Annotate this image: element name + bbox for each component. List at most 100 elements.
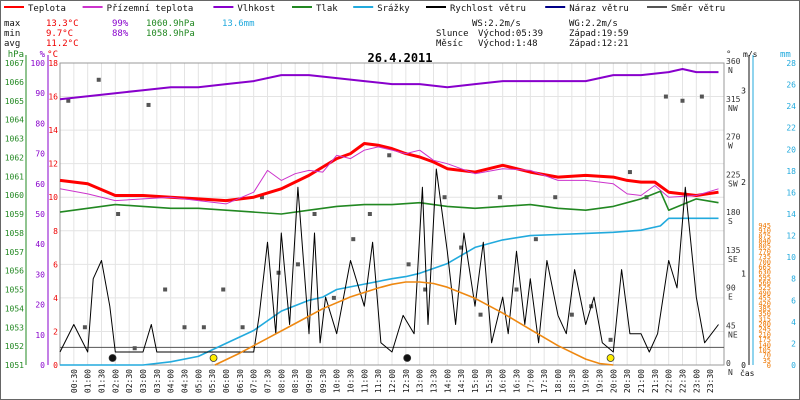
chart-title: 26.4.2011 <box>367 51 432 65</box>
wm2-tick: 805 <box>758 243 771 251</box>
wm2-tick: 315 <box>758 315 771 323</box>
mm-tick: 20 <box>786 145 796 154</box>
legend-label: Směr větru <box>671 4 725 14</box>
wind-direction-point <box>132 346 137 351</box>
pct-axis-tick: 70 <box>35 150 45 159</box>
wm2-tick: 245 <box>758 326 771 334</box>
x-tick: 04:30 <box>181 369 190 393</box>
x-tick: 04:00 <box>167 369 176 393</box>
pct-axis-tick: 50 <box>35 210 45 219</box>
x-tick: 12:00 <box>388 369 397 393</box>
moon-label: Měsíc <box>436 39 463 49</box>
wm2-tick: 910 <box>758 227 771 235</box>
mm-tick: 24 <box>786 102 796 111</box>
wind-direction-point <box>367 212 372 216</box>
ms-tick: 2 <box>741 178 746 187</box>
wm2-tick: 420 <box>758 300 771 308</box>
wm2-tick: 210 <box>758 331 771 339</box>
stat-hum: 88% <box>112 29 129 39</box>
moonset-text: Západ:12:21 <box>569 39 629 49</box>
legend-label: Rychlost větru <box>450 4 526 14</box>
dir-title: ° <box>726 50 731 60</box>
series-sr-ky <box>60 217 719 366</box>
wm2-tick: 735 <box>758 253 771 261</box>
x-tick: 09:30 <box>319 369 328 393</box>
mm-tick: 8 <box>791 275 796 284</box>
hpa-axis-tick: 1066 <box>5 78 24 87</box>
moonrise-text: Východ:1:48 <box>478 39 538 49</box>
series-rychlost-v-tru <box>59 168 719 353</box>
x-tick: 22:00 <box>665 369 674 393</box>
wind-direction-point <box>66 98 71 103</box>
pct-axis-tick: 20 <box>35 301 45 310</box>
dir-tick: 180 <box>726 208 741 217</box>
x-tick: 03:00 <box>139 369 148 393</box>
wind-direction-point <box>459 245 464 250</box>
x-tick: 05:30 <box>208 369 217 393</box>
pct-axis-tick: 40 <box>35 240 45 249</box>
x-tick: 15:00 <box>471 369 480 393</box>
mm-tick: 26 <box>786 81 796 90</box>
x-tick: 12:30 <box>402 369 411 393</box>
x-tick: 23:30 <box>706 369 715 393</box>
series-vlhkost <box>59 68 719 101</box>
legend-label: Tlak <box>316 4 338 14</box>
dir-tick: 360 <box>726 57 741 66</box>
ms-tick: 0 <box>741 361 746 370</box>
x-tick: 01:30 <box>98 369 107 393</box>
wind-speed-text: WS:2.2m/s <box>472 19 521 29</box>
wm2-tick: 490 <box>758 289 771 297</box>
series-p-zemn-teplota <box>59 146 719 205</box>
wm2-tick: 105 <box>758 346 771 354</box>
hpa-axis-tick: 1051 <box>5 361 24 370</box>
x-tick: 11:00 <box>360 369 369 393</box>
wm2-tick: 280 <box>758 321 771 329</box>
x-tick: 21:30 <box>651 369 660 393</box>
wind-direction-point <box>663 94 668 99</box>
x-tick: 16:00 <box>499 369 508 393</box>
dir-label: W <box>728 142 733 151</box>
stat-label: max <box>4 19 21 29</box>
legend: Teplota Přízemní teplota Vlhkost Tlak Srážky… <box>4 4 725 14</box>
wind-direction-point <box>627 170 632 175</box>
mm-tick: 16 <box>786 188 796 197</box>
hpa-axis-tick: 1055 <box>5 286 24 295</box>
wind-direction-point <box>680 98 685 103</box>
dir-label: NW <box>728 104 738 113</box>
dir-tick: 90 <box>726 284 736 293</box>
dir-label: N <box>728 66 733 75</box>
degc-axis-tick: 2 <box>53 327 58 336</box>
wm2-tick: 945 <box>758 222 771 230</box>
x-tick: 03:30 <box>153 369 162 393</box>
degc-axis-tick: 8 <box>53 227 58 236</box>
sun-label: Slunce <box>436 29 469 39</box>
wind-direction-point <box>221 287 226 292</box>
hpa-axis-tick: 1064 <box>5 116 24 125</box>
x-tick: 01:00 <box>84 369 93 393</box>
axes: 1051105210531054105510561057105810591060… <box>5 50 796 393</box>
wm2-tick: 35 <box>763 357 771 365</box>
legend-label: Náraz větru <box>569 4 629 14</box>
wind-direction-point <box>423 287 428 292</box>
legend-label: Teplota <box>28 4 66 14</box>
mm-tick: 28 <box>786 59 796 68</box>
stat-rain: 13.6mm <box>222 19 255 29</box>
wind-direction-point <box>497 195 502 200</box>
legend-label: Přízemní teplota <box>107 4 194 14</box>
mm-tick: 14 <box>786 210 796 219</box>
wind-direction-point <box>146 102 151 107</box>
hpa-axis-title: hPa <box>8 50 24 60</box>
wind-direction-point <box>351 237 356 242</box>
pct-axis-tick: 90 <box>35 89 45 98</box>
mm-tick: 4 <box>791 318 796 327</box>
mm-tick: 10 <box>786 253 796 262</box>
x-tick: 14:00 <box>443 369 452 393</box>
wind-direction-point <box>533 237 538 242</box>
hpa-axis-tick: 1062 <box>5 153 24 162</box>
ms-tick: 1 <box>741 269 746 278</box>
stat-temp: 9.7°C <box>46 29 73 39</box>
wind-direction-point <box>553 195 558 200</box>
dir-tick: 135 <box>726 246 741 255</box>
sun-moon-marker <box>209 354 218 362</box>
